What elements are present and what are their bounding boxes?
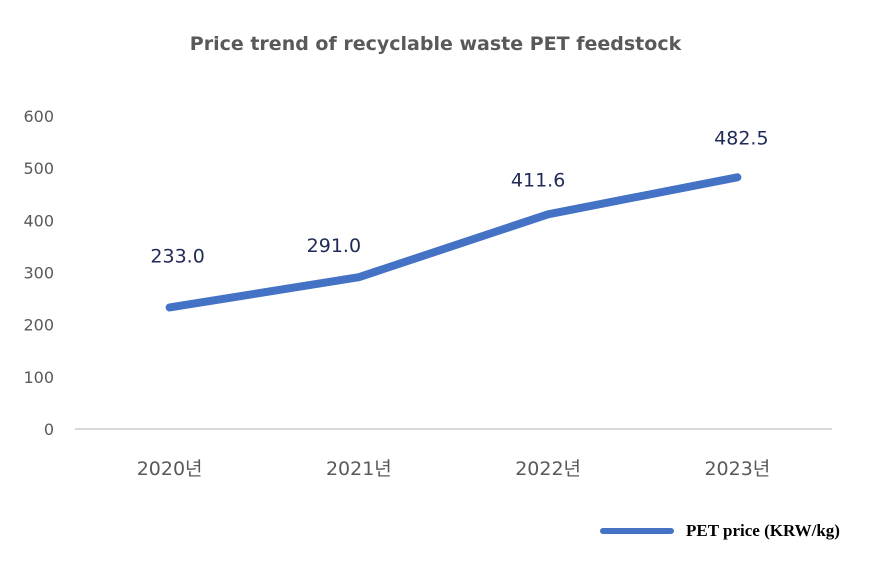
x-tick-label: 2021년 [326,458,392,480]
legend-swatch [600,528,674,534]
legend-label: PET price (KRW/kg) [686,521,840,540]
series-line [165,173,742,312]
data-label: 291.0 [307,235,361,257]
y-tick-label: 200 [23,316,54,335]
chart-title: Price trend of recyclable waste PET feed… [189,33,682,55]
legend: PET price (KRW/kg) [600,521,840,541]
data-label: 411.6 [511,169,565,191]
data-label: 233.0 [150,245,204,267]
y-tick-label: 400 [23,211,54,230]
x-tick-label: 2020년 [137,458,203,480]
y-tick-label: 500 [23,159,54,178]
data-label: 482.5 [714,127,768,149]
y-tick-label: 0 [44,420,54,439]
y-tick-label: 600 [23,107,54,126]
y-tick-label: 100 [23,368,54,387]
y-tick-label: 300 [23,264,54,283]
x-tick-label: 2022년 [515,458,581,480]
x-tick-label: 2023년 [704,458,770,480]
